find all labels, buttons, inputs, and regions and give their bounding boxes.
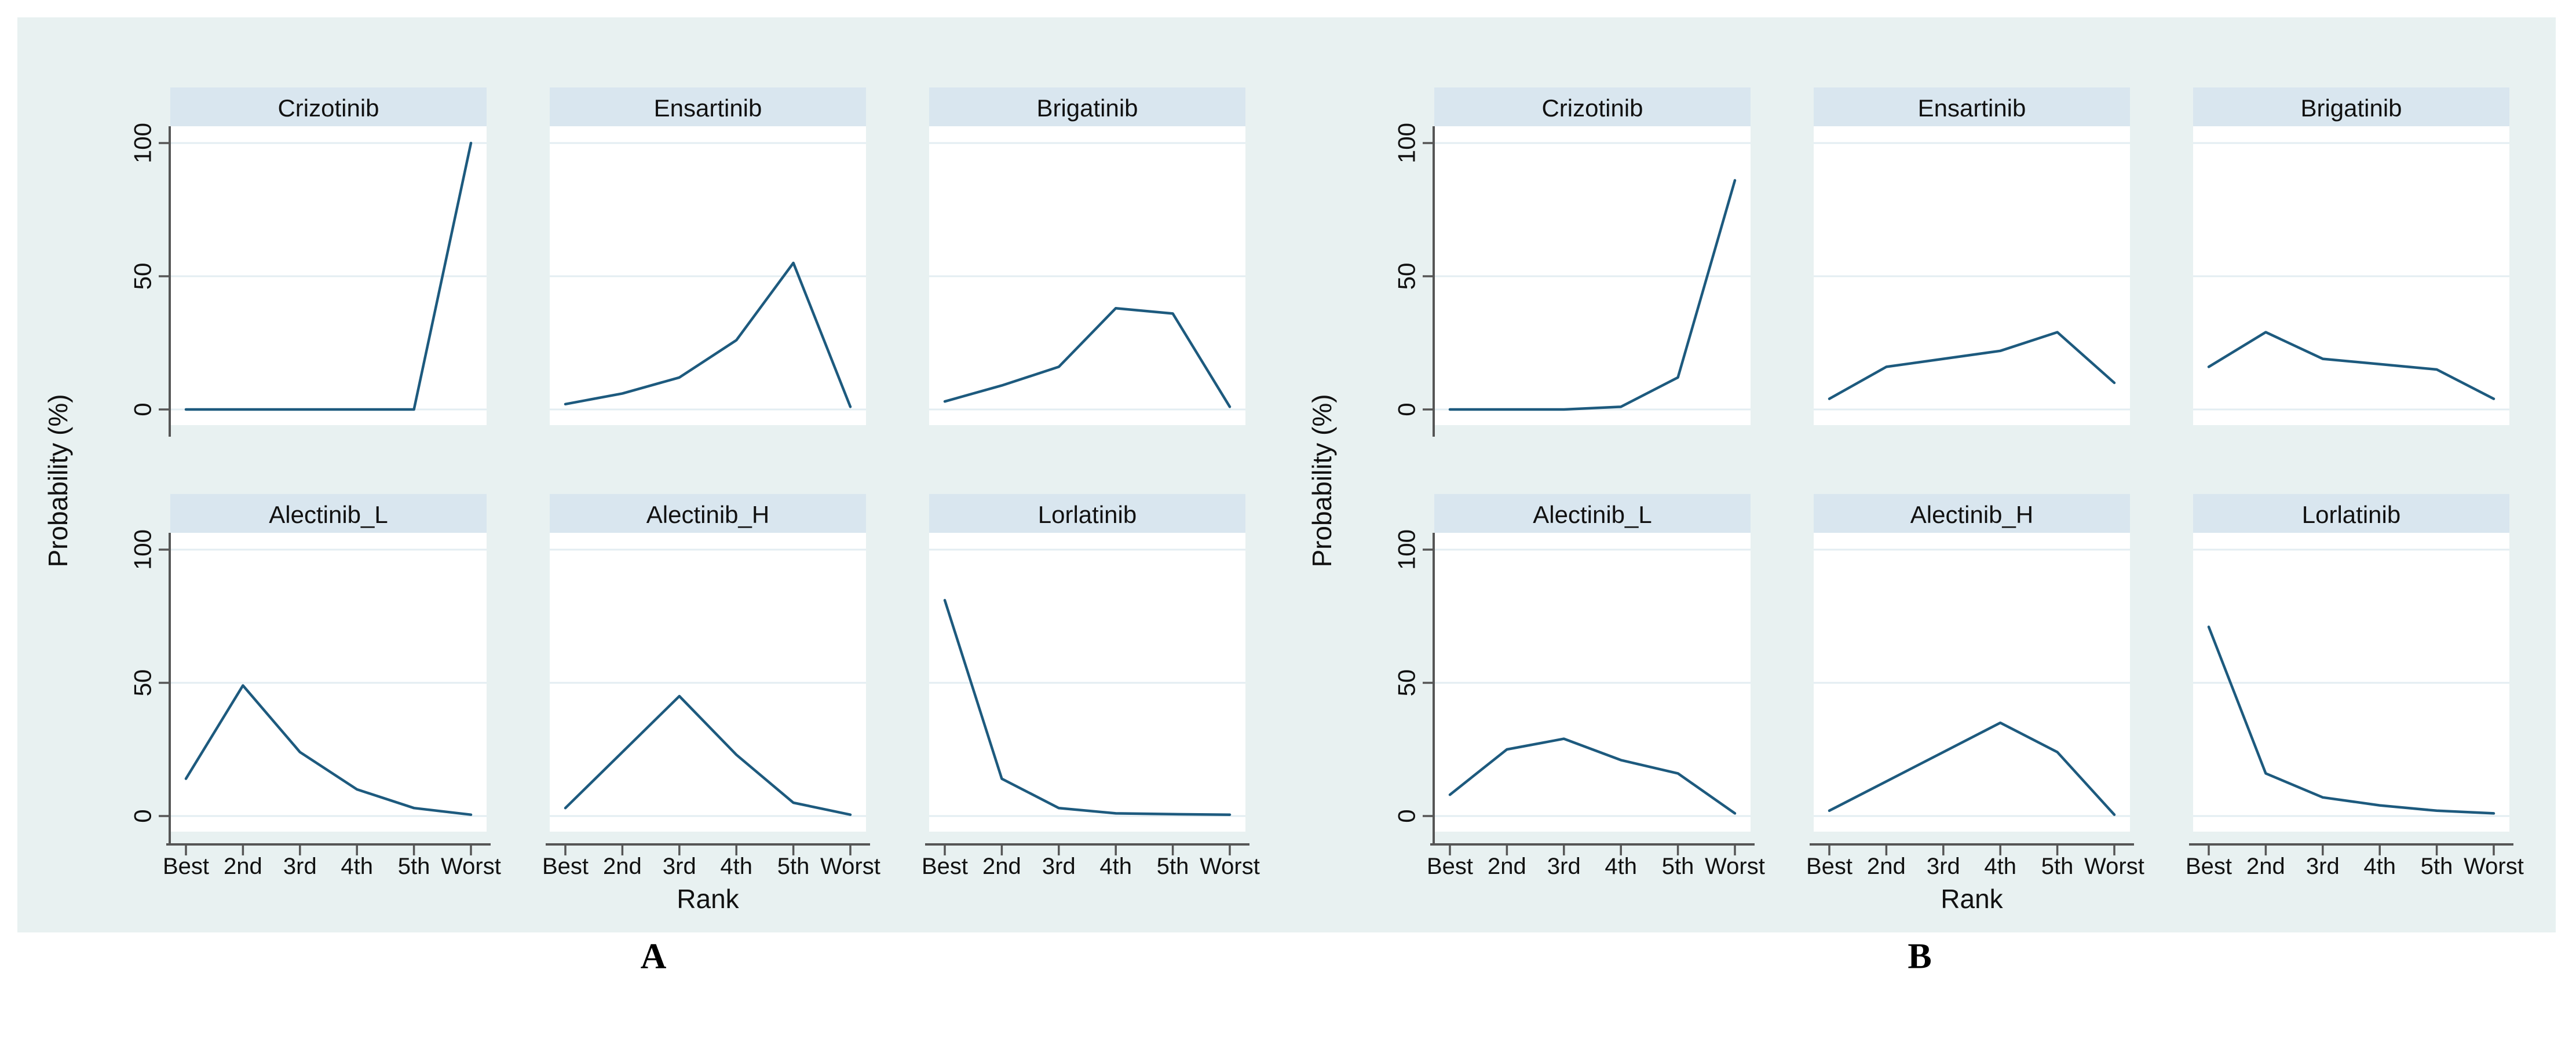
rank-probability-line-alectinib-h-a xyxy=(564,694,852,816)
rank-probability-line-lorlatinib-a xyxy=(943,599,1232,816)
y-axis-title-a: Probability (%) xyxy=(43,394,73,567)
x-tick-label-2nd-alectinib-h-a: 2nd xyxy=(603,854,642,879)
rank-probability-line-alectinib-l-a xyxy=(184,684,473,816)
rank-probability-line-alectinib-l-b xyxy=(1448,737,1737,815)
x-tick-label-worst-alectinib-h-a: Worst xyxy=(820,854,880,879)
panel-a-caption: A xyxy=(640,936,667,976)
y-tick-label-100-alectinib-l-a: 100 xyxy=(129,529,156,570)
x-tick-label-3rd-alectinib-h-b: 3rd xyxy=(1927,854,1960,879)
x-tick-label-5th-alectinib-h-b: 5th xyxy=(2041,854,2074,879)
x-tick-label-2nd-lorlatinib-b: 2nd xyxy=(2246,854,2285,879)
subplot-title-strip-alectinib-h-a xyxy=(550,494,866,533)
subplot-title-alectinib-l-b: Alectinib_L xyxy=(1533,501,1651,528)
subplot-title-ensartinib-b: Ensartinib xyxy=(1918,94,2026,122)
x-tick-label-2nd-lorlatinib-a: 2nd xyxy=(982,854,1021,879)
subplot-title-strip-alectinib-l-a xyxy=(170,494,487,533)
rank-probability-line-brigatinib-a xyxy=(943,306,1232,408)
x-axis-title-a: Rank xyxy=(677,884,739,914)
rank-probability-line-crizotinib-b xyxy=(1448,179,1737,411)
x-axis-title-b: Rank xyxy=(1941,884,2003,914)
x-tick-label-worst-alectinib-h-b: Worst xyxy=(2084,854,2144,879)
y-tick-label-100-alectinib-l-b: 100 xyxy=(1393,529,1420,570)
x-tick-label-best-alectinib-h-b: Best xyxy=(1806,854,1852,879)
x-tick-label-4th-alectinib-h-a: 4th xyxy=(720,854,752,879)
subplot-title-strip-lorlatinib-b xyxy=(2193,494,2509,533)
subplot-title-crizotinib-a: Crizotinib xyxy=(277,94,379,122)
y-tick-label-50-crizotinib-b: 50 xyxy=(1393,263,1420,290)
x-tick-label-3rd-alectinib-l-a: 3rd xyxy=(283,854,317,879)
rank-probability-line-ensartinib-a xyxy=(564,261,852,408)
subplot-title-alectinib-h-a: Alectinib_H xyxy=(646,501,769,528)
panel-b-caption: B xyxy=(1908,936,1932,976)
x-tick-label-worst-alectinib-l-b: Worst xyxy=(1705,854,1765,879)
y-tick-label-50-alectinib-l-b: 50 xyxy=(1393,670,1420,697)
x-tick-label-4th-lorlatinib-b: 4th xyxy=(2363,854,2396,879)
x-tick-label-5th-alectinib-h-a: 5th xyxy=(777,854,810,879)
y-tick-label-0-crizotinib-a: 0 xyxy=(129,403,156,416)
x-tick-label-4th-lorlatinib-a: 4th xyxy=(1099,854,1132,879)
x-tick-label-worst-alectinib-l-a: Worst xyxy=(441,854,501,879)
rank-probability-line-brigatinib-b xyxy=(2207,331,2495,400)
x-tick-label-worst-lorlatinib-a: Worst xyxy=(1200,854,1260,879)
y-tick-label-0-crizotinib-b: 0 xyxy=(1393,403,1420,416)
x-tick-label-best-alectinib-l-a: Best xyxy=(163,854,209,879)
subplot-title-strip-lorlatinib-a xyxy=(929,494,1245,533)
rank-probability-line-alectinib-h-b xyxy=(1828,721,2116,816)
subplot-title-alectinib-h-b: Alectinib_H xyxy=(1910,501,2033,528)
subplot-title-strip-ensartinib-b xyxy=(1814,87,2130,126)
subplot-title-ensartinib-a: Ensartinib xyxy=(654,94,762,122)
subplot-title-brigatinib-a: Brigatinib xyxy=(1036,94,1138,122)
subplot-title-strip-brigatinib-b xyxy=(2193,87,2509,126)
y-tick-label-50-alectinib-l-a: 50 xyxy=(129,670,156,697)
subplot-title-strip-crizotinib-b xyxy=(1434,87,1751,126)
x-tick-label-4th-alectinib-l-b: 4th xyxy=(1605,854,1637,879)
x-tick-label-3rd-lorlatinib-b: 3rd xyxy=(2306,854,2340,879)
x-tick-label-2nd-alectinib-l-a: 2nd xyxy=(224,854,262,879)
rank-probability-line-ensartinib-b xyxy=(1828,331,2116,400)
x-tick-label-2nd-alectinib-h-b: 2nd xyxy=(1867,854,1906,879)
rank-probability-line-crizotinib-a xyxy=(184,141,473,411)
x-tick-label-5th-lorlatinib-b: 5th xyxy=(2421,854,2453,879)
x-tick-label-5th-lorlatinib-a: 5th xyxy=(1157,854,1189,879)
x-tick-label-5th-alectinib-l-b: 5th xyxy=(1662,854,1694,879)
y-axis-title-b: Probability (%) xyxy=(1307,394,1337,567)
rank-probability-line-lorlatinib-b xyxy=(2207,625,2495,815)
y-tick-label-0-alectinib-l-a: 0 xyxy=(129,809,156,822)
subplot-title-brigatinib-b: Brigatinib xyxy=(2300,94,2402,122)
x-tick-label-3rd-alectinib-l-b: 3rd xyxy=(1547,854,1581,879)
subplot-title-alectinib-l-a: Alectinib_L xyxy=(269,501,388,528)
x-tick-label-2nd-alectinib-l-b: 2nd xyxy=(1488,854,1526,879)
subplot-title-lorlatinib-a: Lorlatinib xyxy=(1038,501,1137,528)
subplot-title-strip-crizotinib-a xyxy=(170,87,487,126)
subplot-title-crizotinib-b: Crizotinib xyxy=(1541,94,1643,122)
subplot-title-strip-alectinib-l-b xyxy=(1434,494,1751,533)
y-tick-label-100-crizotinib-a: 100 xyxy=(129,123,156,163)
subplot-title-lorlatinib-b: Lorlatinib xyxy=(2302,501,2400,528)
x-tick-label-5th-alectinib-l-a: 5th xyxy=(398,854,430,879)
y-tick-label-50-crizotinib-a: 50 xyxy=(129,263,156,290)
subplot-title-strip-alectinib-h-b xyxy=(1814,494,2130,533)
x-tick-label-3rd-lorlatinib-a: 3rd xyxy=(1042,854,1076,879)
x-tick-label-3rd-alectinib-h-a: 3rd xyxy=(663,854,696,879)
y-tick-label-0-alectinib-l-b: 0 xyxy=(1393,809,1420,822)
x-tick-label-4th-alectinib-l-a: 4th xyxy=(341,854,373,879)
subplot-title-strip-brigatinib-a xyxy=(929,87,1245,126)
x-tick-label-best-alectinib-h-a: Best xyxy=(542,854,589,879)
subplot-title-strip-ensartinib-a xyxy=(550,87,866,126)
y-tick-label-100-crizotinib-b: 100 xyxy=(1393,123,1420,163)
x-tick-label-worst-lorlatinib-b: Worst xyxy=(2464,854,2524,879)
x-tick-label-best-lorlatinib-a: Best xyxy=(922,854,968,879)
x-tick-label-4th-alectinib-h-b: 4th xyxy=(1984,854,2016,879)
x-tick-label-best-lorlatinib-b: Best xyxy=(2186,854,2232,879)
x-tick-label-best-alectinib-l-b: Best xyxy=(1427,854,1473,879)
